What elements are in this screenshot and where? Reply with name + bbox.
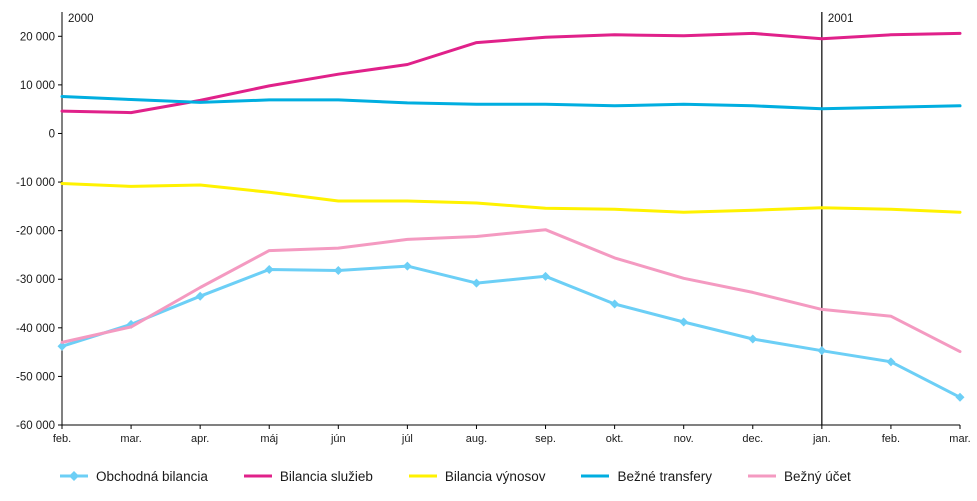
x-tick-label: jún [330,433,346,445]
y-tick-label: -40 000 [16,323,55,335]
legend: Obchodná bilancia Bilancia služieb Bilan… [60,463,851,489]
x-tick-label: okt. [606,433,624,445]
data-point-marker [955,392,965,402]
series-line [60,228,962,354]
x-tick-label: sep. [535,433,556,445]
x-tick-label: apr. [191,433,209,445]
y-tick-label: -20 000 [16,226,55,238]
data-point-marker [817,346,827,356]
data-point-marker [679,317,689,327]
series-line [60,264,962,399]
x-tick-label: jan. [812,433,831,445]
legend-label: Obchodná bilancia [96,468,208,484]
y-tick-label: 20 000 [20,31,55,43]
y-tick-label: 0 [49,128,55,140]
x-tick-label: mar. [120,433,141,445]
y-tick-label: -60 000 [16,420,55,432]
year-label: 2001 [828,13,854,25]
data-point-marker [195,291,205,301]
data-point-marker [471,278,481,288]
series-lines [57,31,965,402]
series-line [60,182,962,214]
x-tick-label: dec. [742,433,763,445]
legend-swatch [243,474,272,478]
x-tick-label: nov. [674,433,694,445]
legend-item-obchodna-bilancia: Obchodná bilancia [60,469,208,484]
axes [58,12,961,429]
legend-swatch [60,471,88,481]
legend-label: Bilancia výnosov [444,468,546,484]
series-line [60,31,962,115]
x-tick-label: máj [260,433,278,445]
data-point-marker [402,261,412,271]
legend-item-bilancia-sluzieb: Bilancia služieb [243,468,373,484]
data-point-marker [610,299,620,309]
year-label: 2000 [68,13,94,25]
legend-swatch [748,474,777,478]
legend-label: Bilancia služieb [279,468,373,484]
legend-item-bezny-ucet: Bežný účet [748,469,851,484]
data-point-marker [264,265,274,275]
legend-item-bilancia-vynosov: Bilancia výnosov [408,468,546,484]
data-point-marker [886,357,896,367]
data-point-marker [748,334,758,344]
legend-swatch [408,474,437,478]
x-tick-label: aug. [466,433,487,445]
data-point-marker [57,341,67,351]
legend-swatch [581,474,610,478]
legend-label: Bežné transfery [617,468,713,484]
x-tick-label: feb. [882,433,900,445]
legend-label: Bežný účet [784,468,851,484]
y-tick-label: -10 000 [16,177,55,189]
data-point-marker [541,271,551,281]
series-line [60,95,962,111]
y-tick-label: -30 000 [16,274,55,286]
axis-labels: 20 000 10 000 0 -10 000 -20 000 -30 000 -40 00… [16,13,971,445]
y-tick-label: -50 000 [16,371,55,383]
y-tick-label: 10 000 [20,80,55,92]
legend-item-bezne-transfery: Bežné transfery [581,469,712,484]
data-point-marker [333,265,343,275]
x-tick-label: feb. [53,433,71,445]
x-tick-label: júl [401,433,413,445]
x-tick-label: mar. [949,433,970,445]
